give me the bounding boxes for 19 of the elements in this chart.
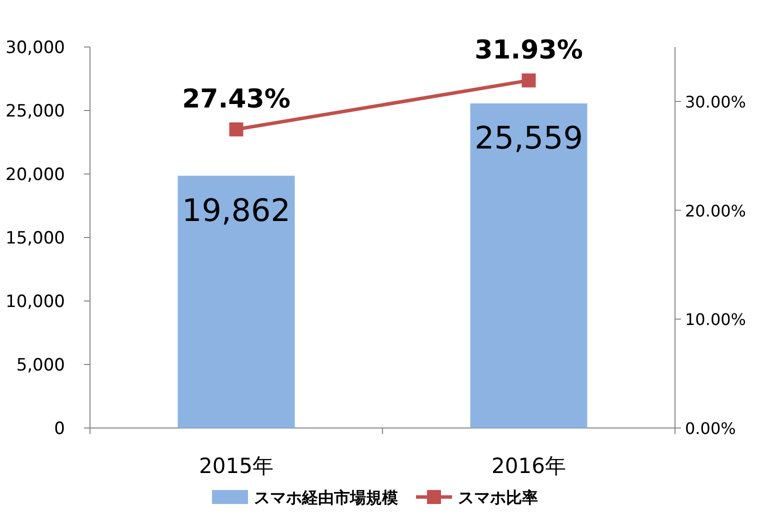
legend-label: スマホ比率 bbox=[458, 488, 538, 507]
y2-tick-label: 0.00% bbox=[685, 419, 736, 438]
data-label: 19,862 bbox=[182, 192, 290, 229]
data-label: 27.43% bbox=[182, 84, 290, 114]
y-tick-label: 15,000 bbox=[6, 228, 65, 248]
y-tick-label: 0 bbox=[54, 419, 65, 439]
y-tick-label: 5,000 bbox=[16, 356, 65, 376]
data-label: 31.93% bbox=[474, 35, 583, 66]
y2-tick-label: 30.00% bbox=[685, 92, 746, 112]
legend-label: スマホ経由市場規模 bbox=[254, 488, 398, 507]
y2-tick-label: 20.00% bbox=[685, 201, 746, 220]
y-tick-label: 25,000 bbox=[6, 102, 65, 122]
data-label: 25,559 bbox=[474, 120, 583, 156]
y-tick-label: 30,000 bbox=[6, 38, 65, 58]
y2-tick-label: 10.00% bbox=[685, 310, 746, 330]
x-tick-label: 2015年 bbox=[199, 454, 274, 478]
y-tick-label: 20,000 bbox=[6, 165, 65, 185]
y-tick-label: 10,000 bbox=[6, 292, 65, 312]
x-tick-label: 2016年 bbox=[492, 454, 566, 478]
